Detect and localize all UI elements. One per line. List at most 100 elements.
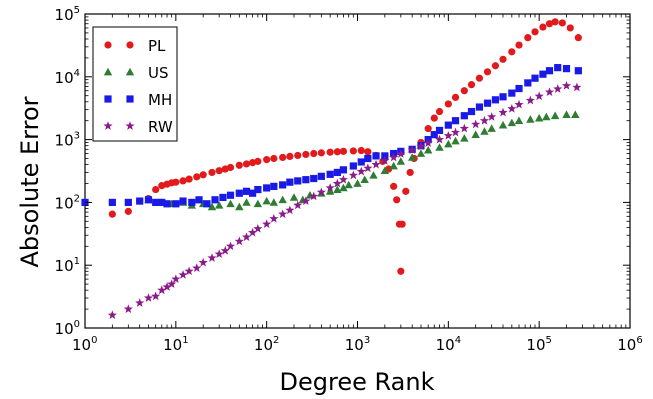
data-point-mh (326, 170, 334, 178)
data-point-mh (179, 197, 187, 205)
data-point-mh (263, 184, 271, 192)
data-point-pl (152, 185, 160, 194)
data-point-pl (215, 167, 223, 175)
data-point-us (344, 180, 353, 189)
data-point-us (562, 110, 571, 118)
data-point-pl (179, 177, 187, 185)
data-point-pl (499, 55, 507, 63)
data-point-pl (551, 18, 559, 26)
data-point-rw (389, 152, 399, 162)
data-point-rw (167, 279, 177, 288)
data-point-mh (381, 152, 389, 160)
data-point-rw (450, 127, 461, 137)
data-point-mh (144, 196, 153, 204)
data-point-pl (302, 150, 310, 159)
data-point-pl (398, 220, 406, 228)
data-point-rw (416, 141, 426, 151)
data-point-us (507, 118, 517, 127)
legend-marker-rw (125, 121, 135, 130)
data-point-pl (199, 171, 207, 179)
data-point-rw (253, 223, 263, 233)
y-tick-label: 101 (55, 256, 80, 275)
data-point-pl (393, 196, 401, 204)
legend-marker-mh (104, 95, 112, 103)
x-tick-label: 104 (436, 335, 461, 354)
data-point-us (214, 201, 224, 209)
data-points-layer (81, 18, 582, 320)
data-point-mh (483, 99, 492, 107)
data-point-mh (188, 198, 196, 206)
data-point-pl (294, 151, 302, 160)
data-point-us (389, 161, 398, 170)
data-point-us (396, 157, 406, 165)
data-point-us (550, 111, 560, 120)
data-point-pl (524, 34, 532, 42)
data-point-mh (279, 181, 287, 189)
data-point-us (514, 116, 524, 125)
data-point-mh (211, 196, 219, 204)
data-point-rw (301, 196, 311, 205)
data-point-mh (349, 162, 357, 170)
y-axis-label: Absolute Error (16, 96, 44, 267)
data-point-us (289, 193, 299, 201)
x-tick-label: 102 (254, 335, 279, 354)
data-point-rw (407, 145, 417, 154)
data-point-pl (515, 41, 523, 49)
legend-marker-us (125, 67, 135, 76)
y-tick-label: 102 (55, 193, 80, 212)
x-axis-label: Degree Rank (280, 368, 435, 396)
data-point-us (423, 145, 433, 154)
data-point-rw (316, 187, 326, 197)
data-point-pl (574, 34, 582, 42)
data-point-rw (234, 236, 244, 246)
data-point-mh (219, 193, 227, 202)
data-point-mh (467, 107, 476, 116)
data-point-mh (124, 198, 132, 206)
data-point-pl (430, 114, 438, 122)
data-point-mh (195, 196, 203, 204)
data-point-mh (152, 198, 160, 206)
data-point-rw (553, 84, 563, 93)
data-point-rw (162, 282, 172, 291)
data-point-rw (184, 266, 194, 276)
data-point-us (534, 113, 544, 122)
data-point-us (253, 199, 263, 208)
data-point-mh (475, 103, 484, 111)
data-point-rw (544, 87, 555, 97)
data-point-rw (107, 310, 117, 320)
data-point-rw (525, 95, 535, 105)
data-point-rw (278, 209, 288, 219)
data-point-rw (171, 274, 181, 284)
data-point-pl (566, 24, 574, 32)
legend-label-us: US (148, 64, 169, 82)
data-point-pl (193, 173, 201, 181)
y-tick-label: 105 (55, 5, 80, 24)
data-point-rw (561, 80, 572, 90)
data-point-mh (562, 65, 571, 73)
data-point-pl (390, 182, 398, 190)
data-point-mh (524, 79, 532, 87)
data-point-mh (539, 70, 547, 78)
data-point-mh (339, 166, 348, 174)
data-point-us (278, 195, 287, 204)
data-point-mh (574, 67, 582, 75)
data-point-pl (508, 48, 516, 56)
data-point-pl (333, 148, 341, 156)
data-point-rw (241, 232, 252, 241)
data-point-rw (479, 115, 490, 125)
data-point-pl (286, 152, 294, 161)
data-point-rw (143, 293, 154, 302)
data-point-rw (309, 191, 319, 201)
data-point-rw (396, 149, 406, 158)
data-point-rw (151, 291, 161, 301)
data-point-mh (302, 176, 310, 184)
x-tick-label: 100 (72, 335, 97, 354)
data-point-us (339, 183, 348, 192)
data-point-mh (172, 200, 180, 208)
data-point-mh (460, 112, 468, 120)
data-point-rw (135, 298, 145, 307)
data-point-mh (357, 158, 365, 166)
data-point-pl (406, 168, 414, 177)
axis-ticks-layer: 100 101 102 103 104 105 106 100 101 102 103 104 105 (55, 5, 643, 354)
data-point-rw (534, 91, 544, 101)
